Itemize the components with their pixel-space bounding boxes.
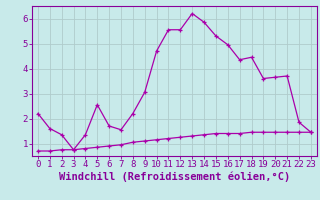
X-axis label: Windchill (Refroidissement éolien,°C): Windchill (Refroidissement éolien,°C) [59,172,290,182]
